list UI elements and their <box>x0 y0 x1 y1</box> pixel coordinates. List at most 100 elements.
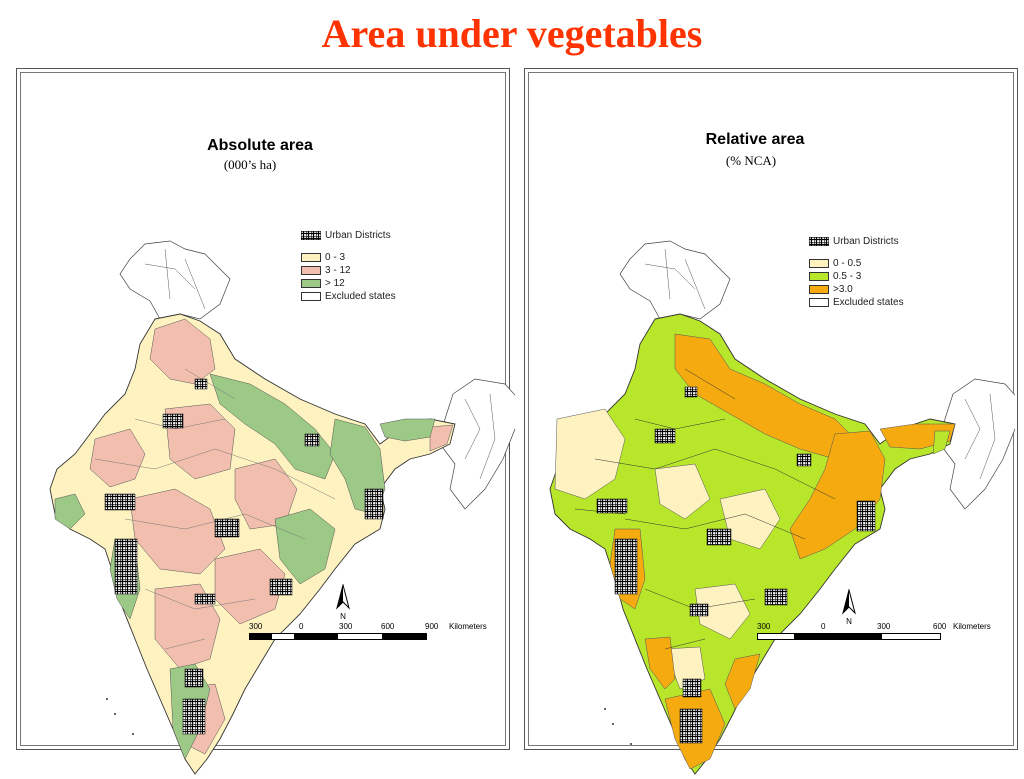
class-3-12-region <box>154 583 221 670</box>
map-title: Absolute area <box>207 137 313 154</box>
legend-class-row: 0 - 0.5 <box>809 257 904 269</box>
excluded-region-northeast <box>939 378 1015 510</box>
district-boundary <box>464 393 496 480</box>
scale-label: 300 <box>339 622 353 631</box>
class-3-12-region <box>149 318 216 385</box>
urban-district <box>679 708 703 744</box>
scale-track <box>249 633 427 640</box>
relative-area-map-panel: Relative area (% NCA) <box>524 68 1018 775</box>
urban-swatch <box>809 236 829 246</box>
scale-bar: 300 0 300 600 Kilometers <box>757 622 1007 640</box>
urban-district <box>162 413 184 429</box>
map-legend: Urban Districts 0 - 3 3 - 12 > 12 Exclud… <box>301 229 396 303</box>
legend-urban-row: Urban Districts <box>301 229 396 241</box>
scale-track <box>757 633 941 640</box>
legend-class-row: Excluded states <box>301 290 396 302</box>
map-title: Relative area <box>705 131 805 148</box>
district-boundary <box>644 248 706 310</box>
island <box>114 713 116 715</box>
legend-class-row: > 12 <box>301 277 396 289</box>
map-subtitle: (% NCA) <box>725 153 777 168</box>
district-boundary <box>964 393 996 480</box>
island <box>106 698 108 700</box>
legend-swatch <box>809 271 829 281</box>
legend-label: Urban Districts <box>325 229 391 241</box>
urban-district <box>214 518 240 538</box>
legend-label: 0.5 - 3 <box>833 270 862 282</box>
class-over-3-region <box>644 636 676 690</box>
legend-label: 0 - 0.5 <box>833 257 862 269</box>
excluded-region-north <box>119 240 231 320</box>
legend-label: Excluded states <box>833 296 904 308</box>
urban-district <box>182 698 206 735</box>
class-over-12-region <box>209 373 336 480</box>
class-0.5-3-region <box>932 430 951 455</box>
urban-district <box>856 500 876 532</box>
scale-label: 0 <box>821 622 826 631</box>
urban-district <box>706 528 732 546</box>
urban-district <box>269 578 293 596</box>
legend-class-row: >3.0 <box>809 283 904 295</box>
legend-swatch <box>809 284 829 294</box>
north-arrow: N <box>839 588 859 626</box>
urban-district <box>654 428 676 444</box>
class-3-12-region <box>429 424 454 452</box>
legend-label: >3.0 <box>833 283 853 295</box>
island <box>132 733 134 735</box>
class-over-12-region <box>54 493 86 530</box>
urban-district <box>364 488 384 520</box>
legend-class-row: 0 - 3 <box>301 251 396 263</box>
legend-swatch <box>301 291 321 301</box>
legend-swatch <box>301 278 321 288</box>
district-boundary <box>144 248 206 310</box>
urban-district <box>194 378 208 390</box>
class-3-12-region <box>89 428 146 488</box>
urban-district <box>184 668 204 688</box>
north-arrow-icon <box>842 588 856 615</box>
urban-district <box>104 493 136 511</box>
map-legend: Urban Districts 0 - 0.5 0.5 - 3 >3.0 Exc… <box>809 235 904 309</box>
north-arrow-icon <box>336 583 350 610</box>
scale-label: 300 <box>757 622 771 631</box>
legend-label: Excluded states <box>325 290 396 302</box>
island <box>630 743 632 745</box>
urban-district <box>114 538 138 595</box>
urban-district <box>764 588 788 606</box>
scale-label: 300 <box>249 622 263 631</box>
legend-label: Urban Districts <box>833 235 899 247</box>
scale-label: 600 <box>381 622 395 631</box>
class-over-3-region <box>724 653 761 710</box>
legend-swatch <box>301 252 321 262</box>
north-label: N <box>340 612 346 621</box>
map-subtitle: (000’s ha) <box>223 157 277 172</box>
island <box>612 723 614 725</box>
legend-label: 3 - 12 <box>325 264 351 276</box>
scale-label: 300 <box>877 622 891 631</box>
absolute-area-map-panel: Absolute area (000’s ha) <box>16 68 515 775</box>
urban-district <box>596 498 628 514</box>
urban-district <box>684 386 698 398</box>
class-0-0.5-region <box>664 646 706 690</box>
scale-label: 600 <box>933 622 947 631</box>
legend-swatch <box>809 297 829 307</box>
excluded-region-northeast <box>439 378 515 510</box>
india-district-map <box>549 240 1015 775</box>
class-0-0.5-region <box>694 583 751 640</box>
legend-label: > 12 <box>325 277 345 289</box>
class-3-12-region <box>129 488 226 575</box>
urban-district <box>796 453 812 467</box>
scale-label: 0 <box>299 622 304 631</box>
legend-class-row: 3 - 12 <box>301 264 396 276</box>
india-landmass <box>49 313 456 775</box>
island <box>604 708 606 710</box>
urban-district <box>689 603 709 617</box>
urban-swatch <box>301 230 321 240</box>
class-0-0.5-region <box>654 463 711 520</box>
north-arrow: N <box>333 583 353 621</box>
legend-swatch <box>301 265 321 275</box>
class-over-12-region <box>274 508 336 585</box>
india-district-map <box>49 240 515 775</box>
urban-district <box>614 538 638 595</box>
legend-urban-row: Urban Districts <box>809 235 904 247</box>
class-0-0.5-region <box>554 408 626 500</box>
